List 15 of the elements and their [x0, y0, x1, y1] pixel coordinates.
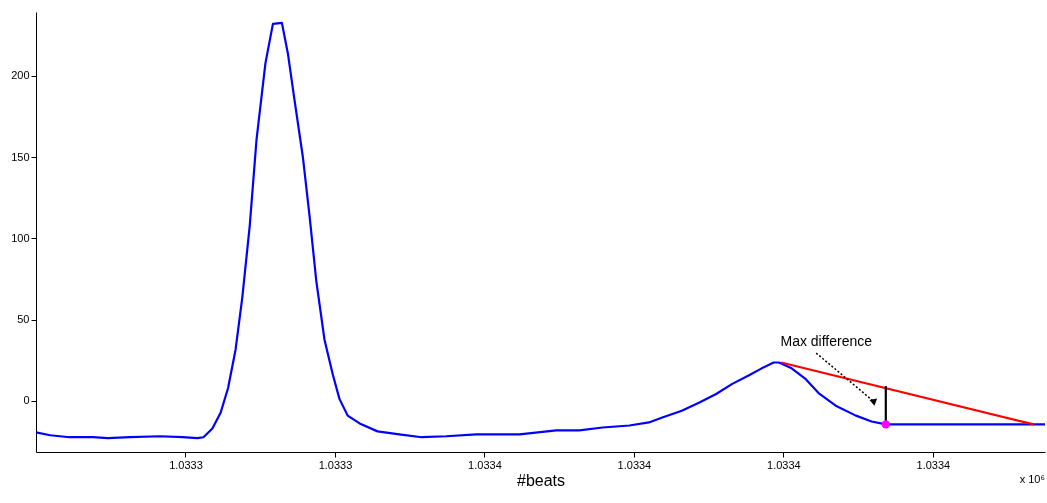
- line-series: [36, 21, 1045, 440]
- x-tick-label: 1.0334: [767, 458, 801, 471]
- x-tick-label: 1.0334: [617, 458, 652, 471]
- x-tick-label: 1.0334: [468, 458, 502, 471]
- y-tick-label: 100: [11, 231, 30, 244]
- x-tick-label: 1.0333: [169, 458, 203, 471]
- y-tick-label: 50: [17, 313, 30, 326]
- text: x 10⁶: [1019, 473, 1045, 485]
- x-tick-label: 1.0334: [916, 458, 951, 471]
- y-tick-label: 200: [11, 69, 30, 82]
- y-tick-label: 150: [11, 150, 30, 163]
- annotation: Max difference: [780, 333, 873, 350]
- x-tick-label: 1.0333: [318, 458, 353, 471]
- y-tick-label: 0: [23, 394, 30, 407]
- x-axis-title: #beats: [516, 471, 566, 489]
